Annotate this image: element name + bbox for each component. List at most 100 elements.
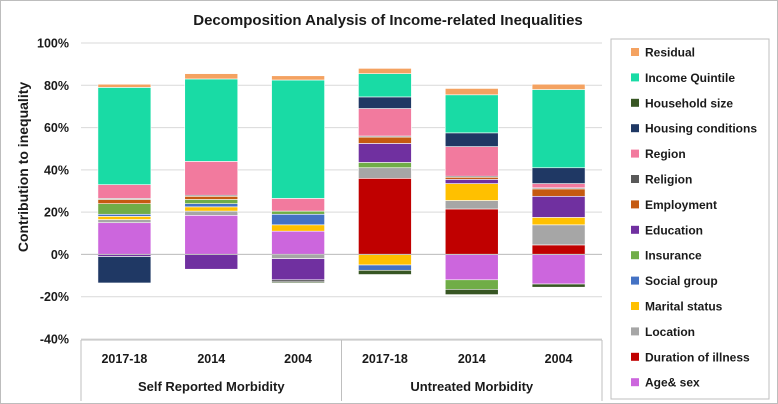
legend-box	[610, 38, 770, 400]
bar-segment	[271, 230, 325, 255]
x-tick-label: 2004	[545, 352, 573, 366]
y-tick-label: 80%	[44, 79, 69, 93]
legend-label: Social group	[645, 274, 718, 288]
bar-segment	[444, 132, 499, 147]
legend-swatch	[631, 302, 639, 310]
legend-swatch	[631, 352, 639, 361]
x-tick-label: 2004	[284, 352, 312, 366]
bar-segment	[184, 254, 239, 270]
bar-segment	[271, 279, 325, 283]
bar-segment	[444, 279, 499, 290]
bar-segment	[444, 208, 499, 255]
x-tick-label: 2014	[458, 352, 486, 366]
bar-segment	[358, 143, 412, 163]
legend-swatch	[631, 149, 639, 158]
bar-segment	[444, 176, 499, 180]
bar-segment	[358, 254, 412, 266]
bar-segment	[97, 83, 152, 88]
bar-segment	[184, 215, 239, 255]
x-tick-label: 2014	[197, 352, 225, 366]
bar-segment	[271, 75, 325, 81]
bar-segment	[271, 198, 325, 212]
bar-segment	[531, 195, 586, 218]
bar-segment	[444, 179, 499, 184]
bar-segment	[444, 200, 499, 210]
bar-segment	[444, 146, 499, 177]
legend-swatch	[631, 378, 639, 387]
legend-label: Location	[645, 325, 695, 339]
legend-swatch	[631, 276, 639, 285]
bar-segment	[531, 244, 586, 255]
y-tick-label: -40%	[40, 333, 69, 347]
y-tick-label: 60%	[44, 121, 69, 135]
bar-segment	[184, 199, 239, 204]
legend-swatch	[631, 327, 639, 336]
y-tick-label: 0%	[51, 248, 69, 262]
bar-segment	[184, 203, 239, 208]
bar-segment	[184, 161, 239, 196]
bar-segment	[358, 269, 412, 275]
y-tick-label: 40%	[44, 163, 69, 177]
bar-segment	[358, 264, 412, 271]
bar-segment	[444, 254, 499, 281]
legend-swatch	[631, 200, 639, 209]
bar-segment	[184, 73, 239, 80]
bar-segment	[184, 206, 239, 212]
bar-segment	[271, 258, 325, 281]
y-tick-label: 20%	[44, 206, 69, 220]
bar-segment	[444, 183, 499, 201]
legend-label: Age& sex	[645, 376, 700, 390]
bar-segment	[97, 184, 152, 199]
legend-label: Housing conditions	[645, 122, 757, 136]
bar-segment	[444, 88, 499, 96]
y-tick-label: 100%	[37, 37, 69, 51]
legend-swatch	[631, 73, 639, 82]
y-axis-ticks: -40% -20% 0% 20% 40% 60% 80% 100%	[37, 37, 69, 347]
legend-swatch	[631, 251, 639, 260]
bar-segment	[97, 199, 152, 204]
gridlines	[81, 42, 602, 340]
legend-label: Religion	[645, 173, 692, 187]
bar-segment	[271, 213, 325, 226]
legend-label: Region	[645, 147, 686, 161]
bar-segment	[531, 217, 586, 226]
legend-label: Employment	[645, 198, 717, 212]
legend-swatch	[631, 124, 639, 133]
legend-label: Marital status	[645, 300, 723, 314]
bar-segment	[358, 162, 412, 169]
bar-segment	[358, 96, 412, 109]
bar-segment	[531, 167, 586, 184]
bar-segment	[531, 188, 586, 197]
bars	[97, 68, 586, 295]
bar-segment	[97, 222, 152, 255]
bar-segment	[531, 89, 586, 169]
bar-segment	[444, 289, 499, 295]
bar-segment	[271, 254, 325, 259]
x-axis-group-label: Self Reported Morbidity	[138, 379, 285, 394]
bar-segment	[531, 283, 586, 288]
bar-segment	[97, 256, 152, 284]
bar-segment	[531, 183, 586, 189]
bar-segment	[358, 68, 412, 74]
legend-swatch	[631, 175, 639, 183]
legend-label: Duration of illness	[645, 350, 750, 364]
legend-label: Education	[645, 223, 703, 237]
bar-segment	[358, 73, 412, 98]
bar-segment	[97, 213, 152, 217]
bar-segment	[358, 108, 412, 137]
bar-segment	[358, 167, 412, 179]
x-axis-table: Self Reported Morbidity Untreated Morbidi…	[80, 339, 603, 401]
bar-segment	[97, 219, 152, 224]
bar-segment	[444, 94, 499, 134]
legend-swatch	[631, 225, 639, 234]
bar-segment	[184, 78, 239, 162]
legend: Residual Income Quintile Household size Hou…	[610, 38, 770, 400]
chart-title: Decomposition Analysis of Income-related…	[193, 12, 583, 29]
legend-label: Insurance	[645, 249, 702, 263]
bar-segment	[531, 224, 586, 246]
legend-label: Household size	[645, 96, 733, 110]
bar-segment	[97, 203, 152, 215]
bar-segment	[97, 87, 152, 185]
